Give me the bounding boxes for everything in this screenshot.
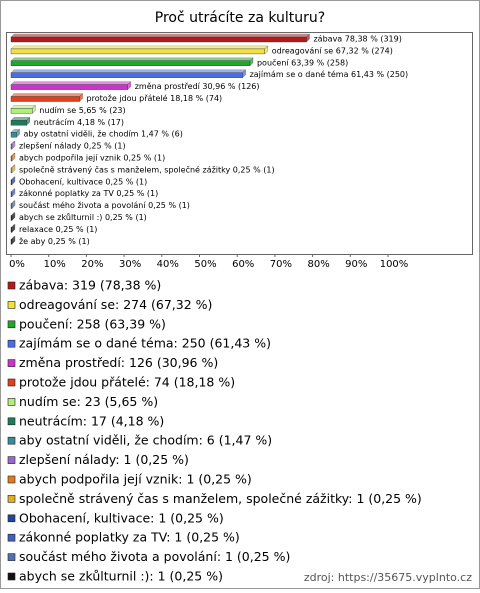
value-label: abych podpořila její vznik 0,25 % (1) — [19, 154, 165, 163]
legend-swatch — [7, 475, 16, 484]
bar — [10, 179, 13, 186]
bar — [10, 84, 128, 90]
bar — [10, 155, 13, 162]
value-label: abych se zkůlturnil :) 0,25 % (1) — [19, 212, 147, 222]
value-label: aby ostatní viděli, že chodím 1,47 % (6) — [24, 130, 183, 139]
legend-label: abych podpořila její vznik: 1 (0,25 %) — [19, 472, 252, 487]
value-label: nudím se 5,65 % (23) — [39, 106, 125, 115]
bar — [10, 167, 13, 174]
x-tick-label: 40% — [157, 259, 179, 270]
bar — [10, 191, 13, 197]
legend-swatch — [7, 359, 16, 367]
bar — [10, 131, 17, 138]
value-label: zábava 78,38 % (319) — [313, 35, 401, 44]
legend-swatch — [7, 514, 16, 523]
legend-swatch — [7, 495, 16, 503]
bar-top — [10, 93, 84, 97]
legend-swatch — [7, 553, 16, 561]
bar — [10, 239, 13, 245]
legend-swatch — [7, 320, 16, 329]
legend-label: neutrácím: 17 (4,18 %) — [19, 413, 164, 428]
legend-label: odreagování se: 274 (67,32 %) — [19, 297, 212, 312]
legend-swatch — [7, 301, 16, 309]
value-label: neutrácím 4,18 % (17) — [34, 118, 124, 127]
x-tick-label: 20% — [81, 259, 103, 270]
legend-swatch — [7, 339, 16, 348]
value-label: protože jdou přátelé 18,18 % (74) — [87, 93, 223, 103]
x-tick-label: 90% — [345, 259, 367, 270]
bar-top — [10, 69, 247, 73]
legend-swatch — [7, 378, 16, 387]
x-tick-label: 30% — [119, 259, 141, 270]
bar-top — [10, 33, 310, 38]
bar — [10, 203, 13, 209]
bar — [10, 96, 80, 102]
legend-label: aby ostatní viděli, že chodím: 6 (1,47 %… — [19, 433, 272, 448]
value-label: zlepšení nálady 0,25 % (1) — [19, 141, 126, 151]
x-tick-label: 60% — [232, 259, 254, 270]
legend-label: zákonné poplatky za TV: 1 (0,25 %) — [19, 530, 240, 545]
bar — [10, 143, 13, 150]
value-label: že aby 0,25 % (1) — [19, 237, 90, 246]
bar — [10, 108, 33, 114]
bar-top — [10, 81, 132, 85]
x-tick-label: 70% — [270, 259, 292, 270]
chart-title: Proč utrácíte za kulturu? — [155, 10, 325, 26]
legend-swatch — [7, 417, 16, 426]
bar — [10, 227, 13, 233]
value-label: poučení 63,39 % (258) — [257, 57, 348, 67]
bar — [10, 72, 243, 78]
bar-top — [10, 105, 36, 109]
bar-top — [10, 45, 269, 50]
legend-label: poučení: 258 (63,39 %) — [19, 316, 166, 331]
source: zdroj: https://35675.vyplnto.cz — [304, 571, 472, 584]
legend-label: zlepšení nálady: 1 (0,25 %) — [19, 452, 189, 467]
bar-top — [10, 57, 254, 61]
bar — [10, 60, 251, 66]
legend-label: Obohacení, kultivace: 1 (0,25 %) — [19, 510, 224, 525]
legend-label: protože jdou přátelé: 74 (18,18 %) — [19, 375, 235, 390]
bar — [10, 36, 307, 43]
legend-swatch — [7, 281, 16, 290]
bar — [10, 215, 13, 221]
value-label: odreagování se 67,32 % (274) — [272, 46, 393, 55]
legend-label: nudím se: 23 (5,65 %) — [19, 394, 158, 409]
legend-label: společně strávený čas s manželem, společ… — [19, 491, 422, 506]
legend-swatch — [7, 456, 16, 464]
x-tick-label: 0% — [9, 259, 25, 270]
x-tick-label: 80% — [307, 259, 329, 270]
x-tick-label: 50% — [194, 259, 216, 270]
value-label: součást mého života a povolání 0,25 % (1… — [19, 200, 190, 210]
value-label: zajímám se o dané téma 61,43 % (250) — [250, 69, 409, 79]
legend-label: zajímám se o dané téma: 250 (61,43 %) — [19, 336, 271, 351]
legend-label: abych se zkůlturnil :): 1 (0,25 %) — [19, 569, 223, 584]
legend-swatch — [7, 533, 16, 542]
bar — [10, 120, 27, 126]
x-tick-label: 10% — [44, 259, 66, 270]
legend-swatch — [7, 398, 16, 406]
legend-swatch — [7, 436, 16, 445]
legend-label: zábava: 319 (78,38 %) — [19, 278, 161, 293]
legend-label: součást mého života a povolání: 1 (0,25 … — [19, 549, 290, 564]
value-label: společně strávený čas s manželem, společ… — [19, 164, 275, 174]
legend-label: změna prostředí: 126 (30,96 %) — [19, 355, 218, 370]
value-label: relaxace 0,25 % (1) — [19, 225, 98, 234]
plot-frame — [6, 32, 473, 255]
legend-swatch — [7, 572, 16, 581]
value-label: Obohacení, kultivace 0,25 % (1) — [19, 177, 147, 186]
value-label: změna prostředí 30,96 % (126) — [135, 82, 260, 91]
bar — [10, 48, 265, 55]
x-tick-label: 100% — [380, 259, 409, 270]
value-label: zákonné poplatky za TV 0,25 % (1) — [19, 188, 158, 198]
